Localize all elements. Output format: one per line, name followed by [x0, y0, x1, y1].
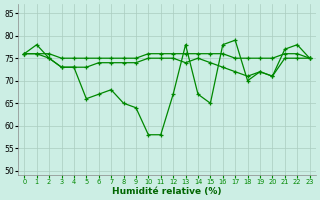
X-axis label: Humidité relative (%): Humidité relative (%)	[112, 187, 222, 196]
